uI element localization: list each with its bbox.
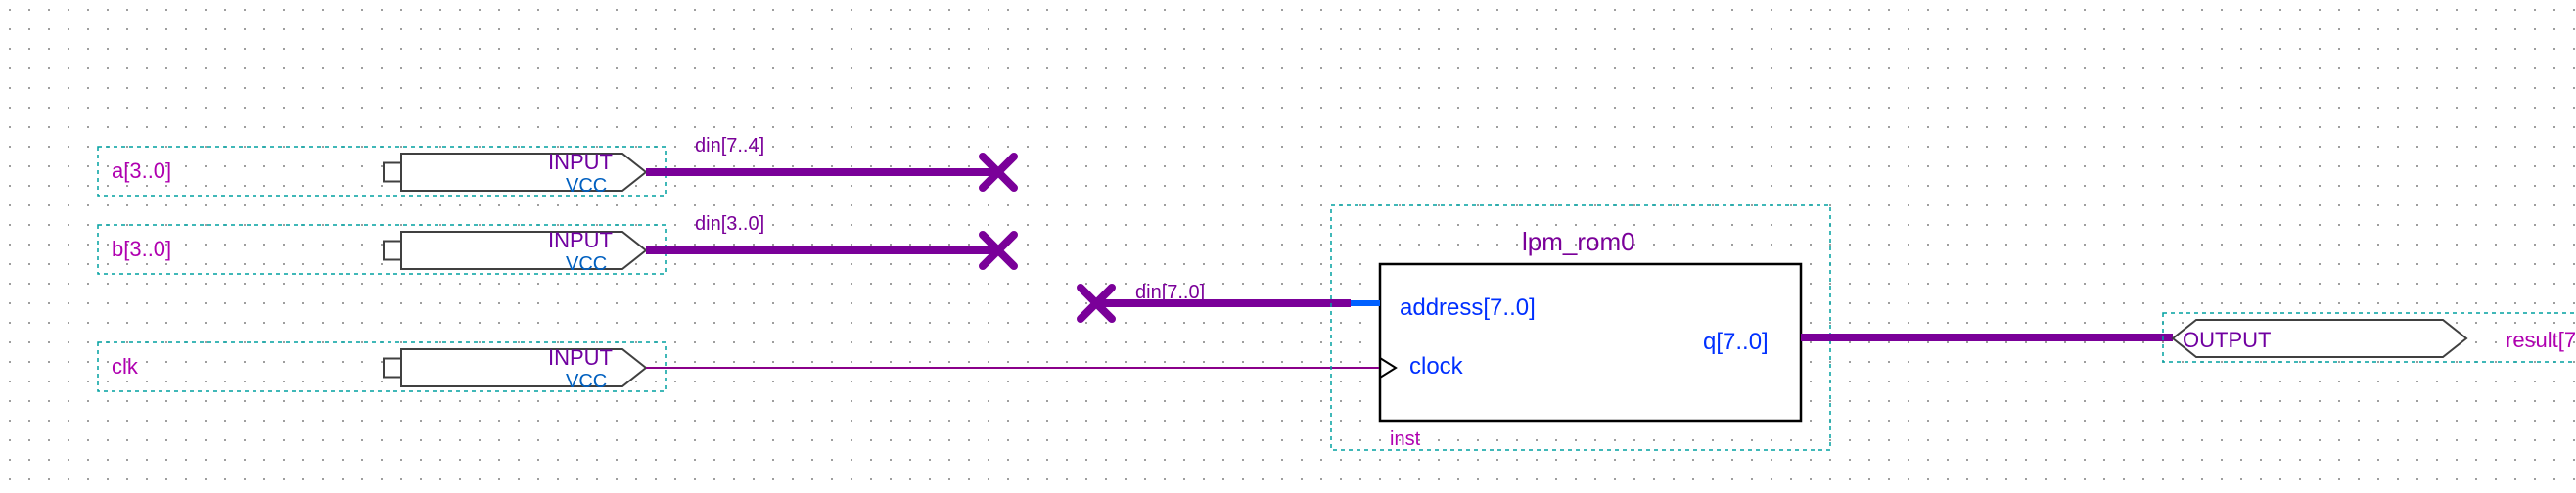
schematic-svg [0, 0, 2576, 493]
input-pin-symbol [401, 154, 646, 191]
input-pin-symbol [401, 232, 646, 269]
input-pin-symbol [401, 349, 646, 386]
rom-block [1380, 264, 1801, 421]
output-pin-symbol [2173, 320, 2466, 357]
schematic-canvas: a[3..0]INPUTVCCdin[7..4]b[3..0]INPUTVCCd… [0, 0, 2576, 493]
